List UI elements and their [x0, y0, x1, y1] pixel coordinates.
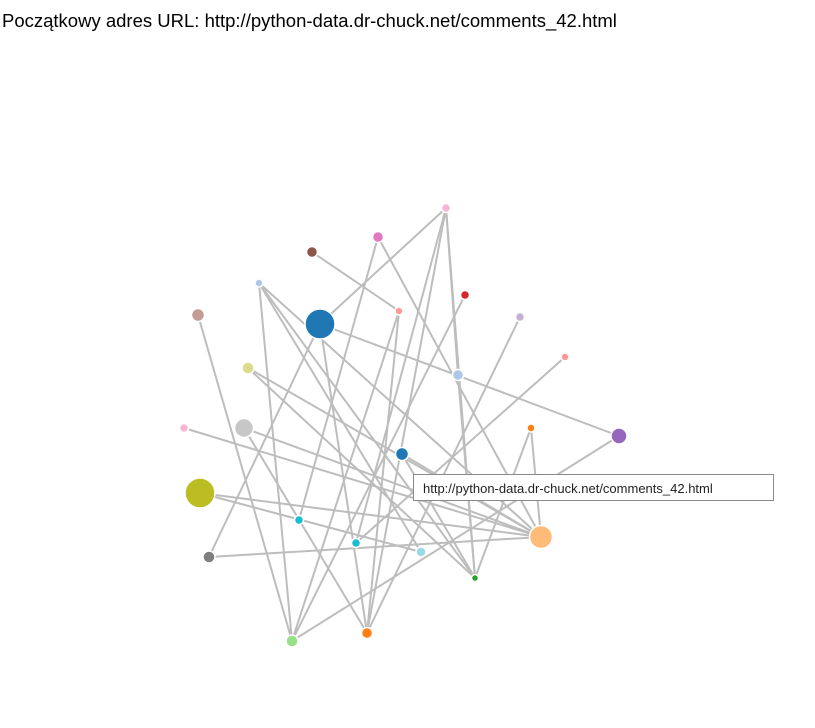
node-layer	[178, 202, 628, 648]
graph-edge	[355, 356, 566, 544]
graph-edge	[243, 427, 368, 634]
graph-edge	[258, 282, 293, 642]
graph-edge	[319, 323, 368, 634]
graph-edge	[258, 282, 476, 579]
graph-node[interactable]	[459, 289, 471, 301]
graph-edge	[258, 282, 422, 553]
graph-edge	[183, 427, 542, 538]
graph-node[interactable]	[184, 477, 216, 509]
graph-node[interactable]	[360, 626, 374, 640]
graph-edge	[366, 207, 447, 634]
graph-edge	[445, 207, 459, 376]
graph-edge	[291, 435, 620, 642]
graph-edge	[311, 251, 400, 312]
edge-layer	[183, 207, 620, 642]
start-url-label: Początkowy adres URL:	[2, 10, 200, 31]
graph-node[interactable]	[451, 368, 465, 382]
graph-node[interactable]	[350, 537, 362, 549]
graph-node[interactable]	[305, 245, 319, 259]
graph-node[interactable]	[371, 230, 385, 244]
graph-node[interactable]	[241, 361, 255, 375]
graph-edge	[355, 207, 447, 544]
graph-edge	[319, 323, 620, 437]
graph-node[interactable]	[560, 352, 570, 362]
graph-edge	[366, 310, 400, 634]
graph-node[interactable]	[178, 422, 190, 434]
graph-edge	[291, 294, 466, 642]
graph-node[interactable]	[202, 550, 216, 564]
graph-node[interactable]	[526, 423, 536, 433]
graph-edge	[199, 492, 542, 538]
graph-node[interactable]	[415, 546, 427, 558]
graph-node[interactable]	[610, 427, 628, 445]
graph-node[interactable]	[285, 634, 299, 648]
graph-edge	[197, 314, 293, 642]
start-url: http://python-data.dr-chuck.net/comments…	[204, 10, 617, 31]
graph-edge	[243, 427, 542, 538]
graph-node[interactable]	[528, 524, 554, 550]
graph-edge	[474, 427, 532, 579]
graph-node[interactable]	[190, 307, 206, 323]
graph-node[interactable]	[394, 446, 410, 462]
graph-node[interactable]	[394, 306, 404, 316]
graph-node[interactable]	[293, 514, 305, 526]
graph-edge	[298, 236, 379, 521]
page-title: Początkowy adres URL: http://python-data…	[2, 10, 617, 32]
graph-node[interactable]	[304, 308, 336, 340]
url-tooltip: http://python-data.dr-chuck.net/comments…	[413, 474, 774, 501]
graph-edge	[208, 323, 321, 558]
graph-node[interactable]	[440, 202, 452, 214]
graph-edge	[291, 310, 400, 642]
graph-edge	[319, 207, 447, 325]
graph-node[interactable]	[514, 311, 526, 323]
graph-node[interactable]	[254, 278, 264, 288]
graph-edge	[401, 453, 476, 579]
graph-node[interactable]	[470, 573, 480, 583]
graph-node[interactable]	[233, 417, 255, 439]
